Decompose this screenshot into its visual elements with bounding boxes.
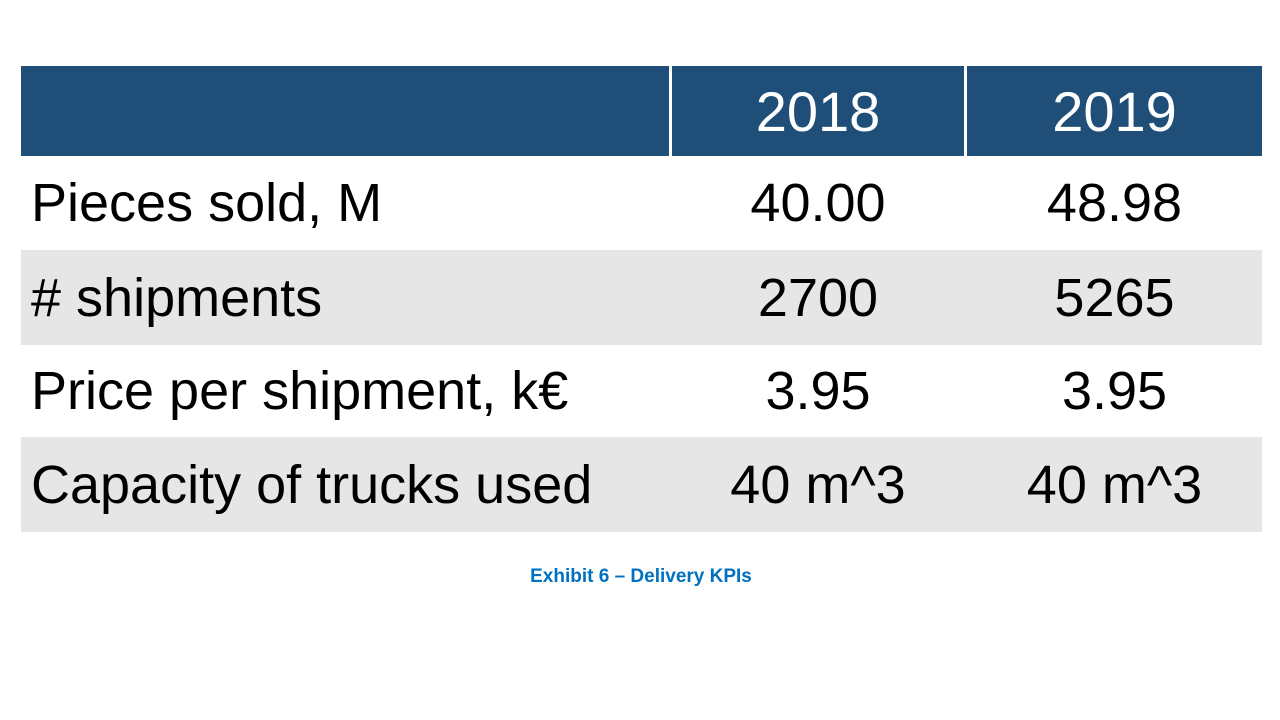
value-cell: 40 m^3 — [730, 454, 906, 515]
header-cell: 2019 — [967, 66, 1262, 156]
value-cell: 3.95 — [765, 361, 871, 421]
row-label: Price per shipment, k€ — [31, 361, 569, 421]
value-cell: 3.95 — [1061, 361, 1168, 421]
value-cell: 40.00 — [750, 173, 886, 233]
row-label: Pieces sold, M — [31, 173, 383, 233]
value-cell: 2700 — [757, 267, 879, 328]
value-cell: 40 m^3 — [1026, 454, 1203, 515]
value-cell: 48.98 — [1046, 173, 1183, 233]
row-bg — [21, 437, 1262, 532]
value-cell: 5265 — [1054, 267, 1175, 328]
row-bg — [21, 250, 1262, 345]
row-label: # shipments — [31, 267, 323, 328]
header-cell — [21, 66, 669, 156]
header-cell: 2018 — [672, 66, 964, 156]
row-label: Capacity of trucks used — [31, 454, 593, 515]
caption: Exhibit 6 – Delivery KPIs — [530, 566, 752, 587]
